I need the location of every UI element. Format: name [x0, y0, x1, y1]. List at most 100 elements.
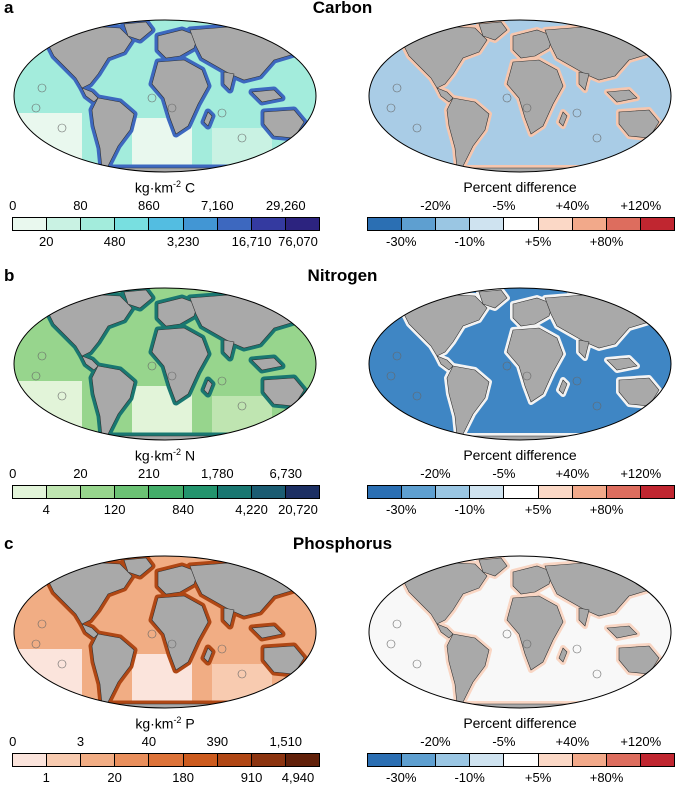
difference-map — [368, 19, 672, 173]
unit-element: C — [181, 179, 196, 196]
colorbar-tick-bottom: 20 — [38, 234, 54, 249]
colorbar-swatch — [504, 218, 539, 230]
difference-colorbar — [367, 217, 675, 231]
colorbar-swatch — [368, 754, 403, 766]
colorbar-swatch — [251, 486, 286, 498]
difference-title: Percent difference — [463, 179, 577, 195]
colorbar-swatch — [47, 486, 82, 498]
difference-tick-bottom: -30% — [386, 234, 417, 249]
difference-tick-top: +120% — [620, 466, 662, 481]
unit-text: kg·km — [134, 179, 174, 196]
colorbar-swatch — [470, 218, 505, 230]
density-map — [13, 287, 317, 441]
unit-label: kg·km-2 P — [12, 715, 318, 732]
colorbar-tick-top: 7,160 — [201, 198, 234, 213]
colorbar-tick-top: 3 — [76, 734, 85, 749]
panel-title: Carbon — [312, 0, 373, 17]
colorbar-swatch — [183, 754, 218, 766]
colorbar-swatch — [606, 486, 641, 498]
difference-tick-top: -20% — [420, 198, 451, 213]
colorbar-tick-top: 0 — [9, 198, 17, 213]
density-colorbar — [12, 485, 320, 499]
colorbar-swatch — [217, 486, 252, 498]
difference-tick-bottom: +80% — [589, 234, 624, 249]
colorbar-swatch — [217, 754, 252, 766]
difference-tick-top: +40% — [555, 734, 590, 749]
difference-tick-top: -20% — [420, 734, 451, 749]
colorbar-tick-top: 210 — [138, 466, 160, 481]
colorbar-swatch — [436, 754, 471, 766]
colorbar-swatch — [217, 218, 252, 230]
colorbar-swatch — [251, 218, 286, 230]
colorbar-swatch — [470, 486, 505, 498]
unit-exponent: -2 — [173, 179, 182, 189]
difference-tick-bottom: -10% — [454, 770, 485, 785]
unit-exponent: -2 — [173, 715, 182, 725]
density-map — [13, 555, 317, 709]
colorbar-swatch — [285, 486, 319, 498]
colorbar-swatch — [115, 754, 150, 766]
colorbar-swatch — [183, 486, 218, 498]
colorbar-tick-bottom: 20 — [107, 770, 122, 785]
colorbar-swatch — [640, 218, 674, 230]
unit-label: kg·km-2 C — [12, 179, 318, 196]
colorbar-swatch — [115, 486, 150, 498]
colorbar-swatch — [402, 486, 437, 498]
difference-tick-bottom: +5% — [524, 234, 552, 249]
colorbar-tick-bottom: 76,070 — [278, 234, 318, 249]
difference-tick-bottom: +80% — [589, 502, 624, 517]
colorbar-swatch — [436, 218, 471, 230]
colorbar-tick-top: 40 — [141, 734, 157, 749]
difference-title: Percent difference — [463, 715, 577, 731]
colorbar-tick-bottom: 910 — [240, 770, 263, 785]
colorbar-swatch — [13, 218, 48, 230]
colorbar-tick-bottom: 16,710 — [231, 234, 272, 249]
colorbar-tick-bottom: 3,230 — [166, 234, 200, 249]
difference-map — [368, 287, 672, 441]
colorbar-tick-bottom: 840 — [172, 502, 194, 517]
density-colorbar — [12, 217, 320, 231]
colorbar-swatch — [251, 754, 286, 766]
difference-tick-bottom: -30% — [386, 502, 417, 517]
difference-tick-top: -5% — [492, 734, 516, 749]
unit-label: kg·km-2 N — [12, 447, 318, 464]
colorbar-tick-bottom: 120 — [103, 502, 126, 517]
density-map — [13, 19, 317, 173]
colorbar-swatch — [538, 754, 573, 766]
colorbar-swatch — [436, 486, 471, 498]
difference-colorbar — [367, 753, 675, 767]
colorbar-swatch — [402, 218, 437, 230]
difference-tick-top: +120% — [620, 198, 662, 213]
colorbar-swatch — [504, 486, 539, 498]
colorbar-swatch — [572, 754, 607, 766]
colorbar-tick-top: 20 — [73, 466, 88, 481]
difference-colorbar — [367, 485, 675, 499]
panel-letter: b — [4, 266, 15, 285]
colorbar-tick-top: 0 — [9, 734, 17, 749]
unit-exponent: -2 — [173, 447, 182, 457]
colorbar-swatch — [470, 754, 505, 766]
colorbar-swatch — [13, 754, 48, 766]
difference-tick-top: -20% — [420, 466, 451, 481]
difference-tick-bottom: +80% — [589, 770, 624, 785]
colorbar-tick-top: 0 — [9, 466, 17, 481]
colorbar-tick-bottom: 180 — [172, 770, 194, 785]
difference-tick-top: -5% — [492, 198, 516, 213]
panel-letter: a — [4, 0, 14, 17]
colorbar-swatch — [538, 486, 573, 498]
difference-map — [368, 555, 672, 709]
colorbar-swatch — [368, 218, 403, 230]
colorbar-tick-top: 390 — [206, 734, 229, 749]
colorbar-swatch — [368, 486, 403, 498]
colorbar-tick-bottom: 4 — [42, 502, 50, 517]
colorbar-tick-top: 1,510 — [269, 734, 303, 749]
colorbar-tick-top: 6,730 — [269, 466, 303, 481]
unit-text: kg·km — [134, 447, 174, 464]
difference-tick-bottom: -30% — [386, 770, 417, 785]
colorbar-tick-top: 29,260 — [265, 198, 306, 213]
colorbar-swatch — [640, 486, 674, 498]
colorbar-tick-bottom: 20,720 — [278, 502, 318, 517]
colorbar-swatch — [183, 218, 218, 230]
colorbar-swatch — [402, 754, 437, 766]
difference-tick-top: -5% — [492, 466, 516, 481]
